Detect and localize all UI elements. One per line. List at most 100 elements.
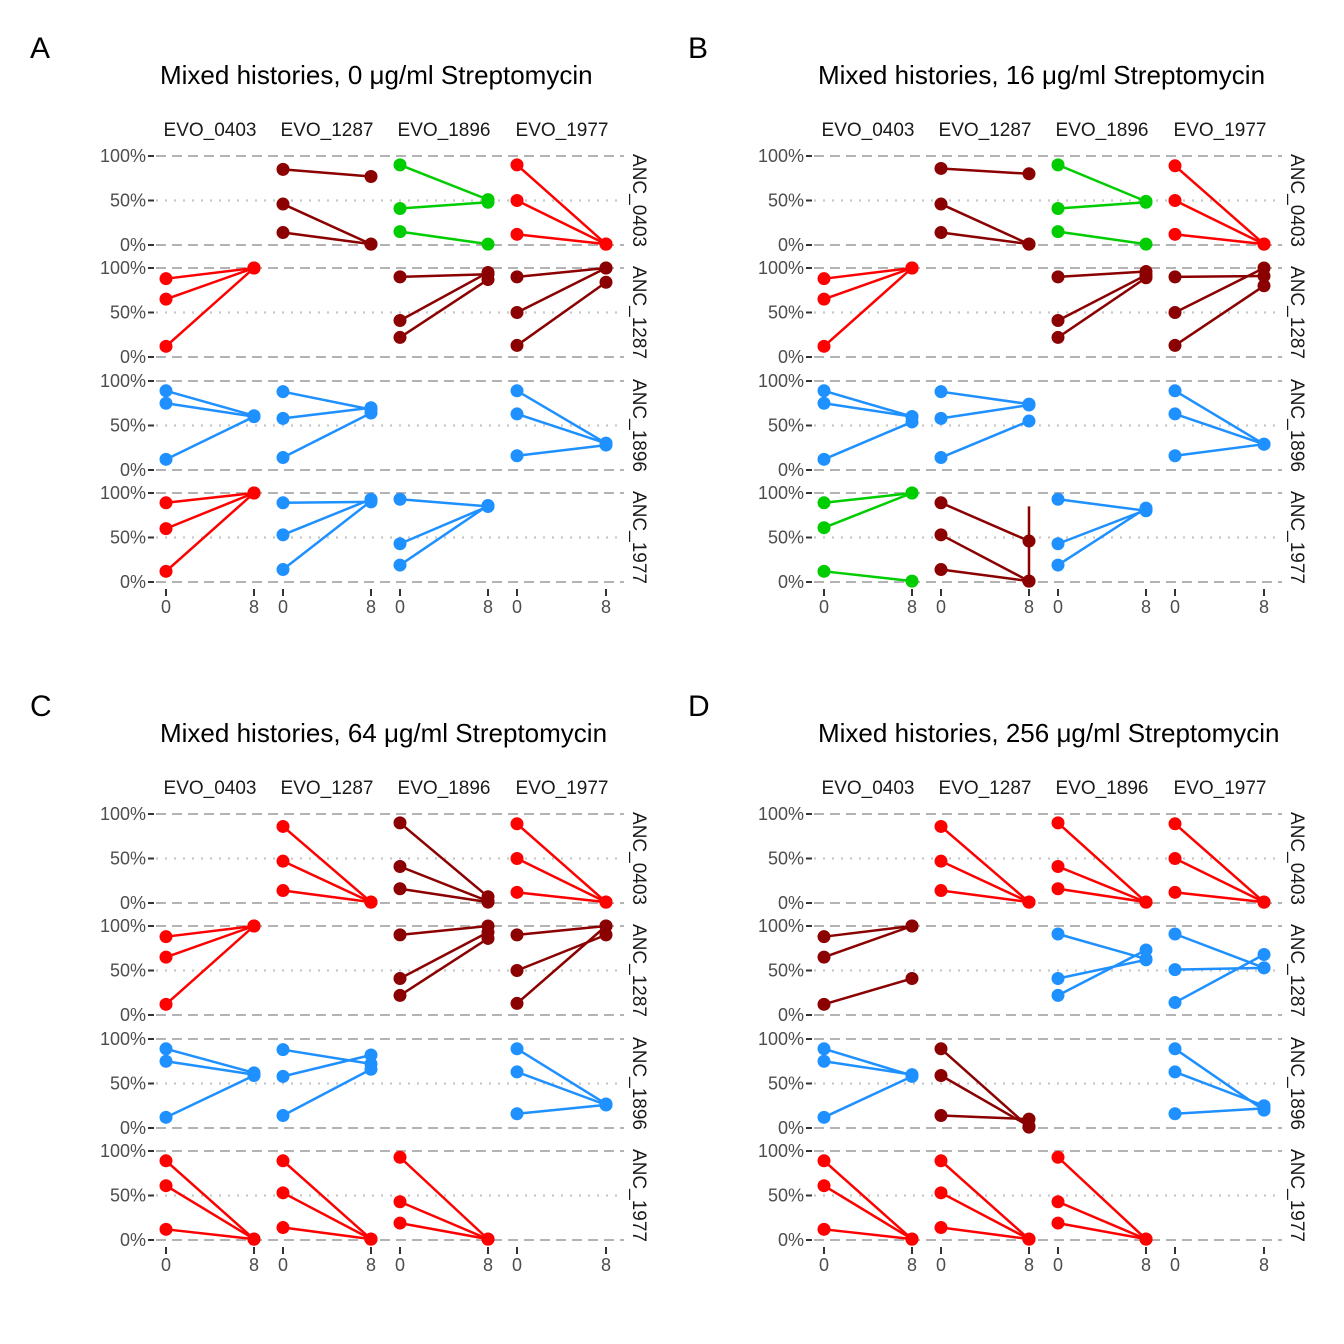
- series-line: [823, 266, 913, 301]
- series-line: [516, 1103, 607, 1116]
- y-tick-label: 100%: [100, 483, 146, 503]
- series-line: [940, 167, 1030, 176]
- x-tick-label: 8: [601, 597, 611, 617]
- y-tick-label: 100%: [758, 1141, 804, 1161]
- y-tick-label: 0%: [120, 572, 146, 592]
- data-point-start: [393, 988, 407, 1002]
- y-tick-label: 0%: [778, 347, 804, 367]
- data-point-start: [510, 852, 524, 865]
- series-line: [823, 491, 913, 529]
- data-point-start: [934, 1109, 948, 1123]
- data-point-end: [364, 1062, 378, 1076]
- y-tick-label: 100%: [758, 483, 804, 503]
- x-tick-label: 0: [278, 597, 288, 617]
- row-strip-label: ANC_1896: [1286, 379, 1307, 472]
- series-line: [1174, 389, 1265, 446]
- column-strip-label: EVO_1977: [516, 120, 609, 141]
- x-tick-label: 8: [1141, 597, 1151, 617]
- data-point-end: [481, 895, 495, 909]
- series-line: [516, 412, 607, 445]
- panel-A: A Mixed histories, 0 μg/ml Streptomycin EV…: [30, 32, 649, 617]
- series-line: [399, 865, 489, 903]
- series-line: [516, 281, 607, 347]
- data-point-start: [1168, 159, 1182, 173]
- y-tick-label: 50%: [110, 416, 146, 436]
- data-point-end: [481, 931, 495, 945]
- column-strip-label: EVO_0403: [822, 778, 915, 799]
- data-point-start: [817, 1054, 831, 1068]
- column-strip-label: EVO_0403: [164, 778, 257, 799]
- y-tick-label: 0%: [778, 1230, 804, 1250]
- series-line: [516, 924, 607, 937]
- x-tick-label: 8: [366, 1255, 376, 1275]
- data-point-start: [159, 1110, 173, 1124]
- data-point-start: [393, 158, 407, 172]
- series-line: [165, 491, 255, 505]
- data-point-end: [364, 1048, 378, 1062]
- data-point-end: [1139, 195, 1153, 209]
- data-point-start: [1168, 306, 1182, 319]
- series-line: [940, 419, 1030, 459]
- data-point-end: [1022, 414, 1036, 428]
- series-line: [399, 1221, 489, 1241]
- series-line: [1174, 966, 1265, 971]
- column-strip-label: EVO_1287: [281, 120, 374, 141]
- x-tick-label: 8: [907, 597, 917, 617]
- data-point-start: [817, 950, 831, 964]
- y-tick-label: 0%: [778, 235, 804, 255]
- data-point-end: [1257, 261, 1271, 275]
- panel-title: Mixed histories, 0 μg/ml Streptomycin: [160, 60, 593, 90]
- data-point-start: [934, 1186, 948, 1200]
- series-line: [282, 1068, 372, 1117]
- y-tick-label: 0%: [120, 347, 146, 367]
- x-tick-label: 8: [249, 597, 259, 617]
- column-strip-label: EVO_1287: [939, 778, 1032, 799]
- series-line: [282, 500, 372, 571]
- series-line: [1174, 891, 1265, 904]
- series-line: [1174, 1107, 1265, 1116]
- series-line: [282, 168, 372, 178]
- data-point-start: [817, 339, 831, 353]
- series-line: [282, 202, 372, 246]
- data-point-end: [364, 237, 378, 251]
- data-point-end: [1022, 237, 1036, 251]
- series-line: [1174, 822, 1265, 904]
- series-line: [165, 266, 255, 301]
- y-tick-label: 0%: [120, 893, 146, 913]
- data-point-end: [364, 895, 378, 909]
- data-point-end: [599, 928, 613, 942]
- data-point-start: [276, 1069, 290, 1083]
- y-tick-label: 0%: [778, 893, 804, 913]
- series-line: [1057, 274, 1147, 322]
- data-point-start: [1168, 1107, 1182, 1121]
- series-line: [282, 889, 372, 904]
- series-line: [1057, 958, 1147, 980]
- series-line: [399, 821, 489, 898]
- y-tick-label: 50%: [768, 528, 804, 548]
- data-point-end: [1257, 279, 1271, 293]
- data-point-start: [393, 202, 407, 216]
- data-point-start: [276, 528, 290, 542]
- series-line: [1057, 230, 1147, 246]
- series-line: [165, 1047, 255, 1075]
- data-point-start: [934, 385, 948, 399]
- data-point-start: [276, 1186, 290, 1200]
- y-tick-label: 0%: [120, 1118, 146, 1138]
- data-point-start: [276, 451, 290, 465]
- data-point-start: [1168, 852, 1182, 865]
- series-line: [282, 231, 372, 246]
- data-point-start: [934, 1042, 948, 1056]
- data-point-start: [510, 817, 524, 831]
- data-point-start: [393, 816, 407, 830]
- series-line: [1057, 1221, 1147, 1241]
- series-line: [165, 924, 255, 959]
- panel-title: Mixed histories, 256 μg/ml Streptomycin: [818, 718, 1280, 748]
- series-line: [165, 1159, 255, 1241]
- series-line: [823, 1060, 913, 1076]
- data-point-end: [481, 498, 495, 512]
- data-point-end: [1022, 895, 1036, 909]
- data-point-start: [393, 492, 407, 506]
- data-point-end: [1257, 437, 1271, 451]
- panel-D: D Mixed histories, 256 μg/ml Streptomycin…: [688, 690, 1307, 1275]
- y-tick-label: 100%: [758, 804, 804, 824]
